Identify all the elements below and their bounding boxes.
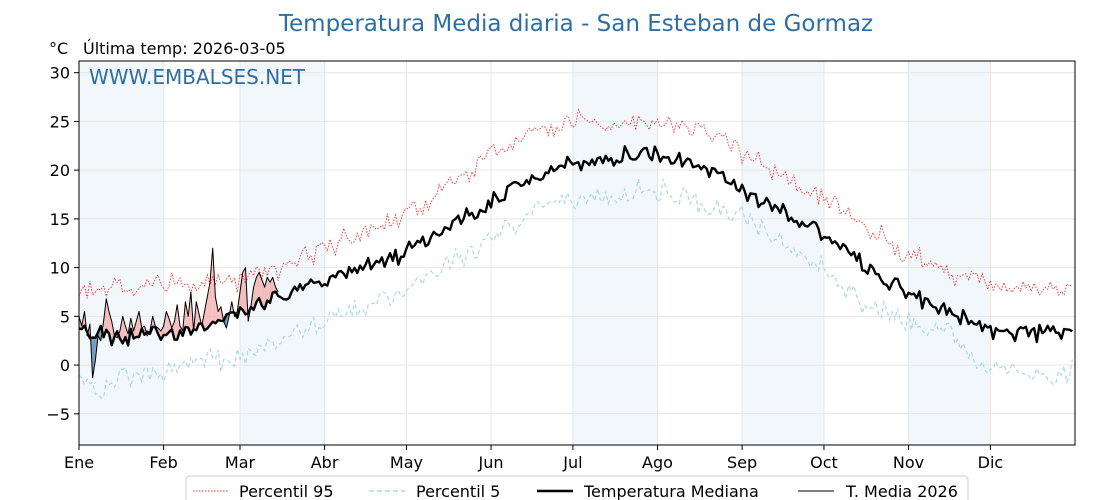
x-tick-label: Dic	[978, 453, 1004, 472]
plot-frame	[78, 60, 1076, 446]
fill-above-median	[218, 306, 221, 321]
x-tick-label: Sep	[727, 453, 757, 472]
y-tick-label: −5	[46, 405, 70, 424]
series-line-t-media-2026	[78, 247, 279, 379]
x-tick-label: Oct	[810, 453, 838, 472]
fill-above-median	[242, 267, 246, 315]
fill-above-median	[119, 316, 123, 344]
series-line-percentil-5	[78, 178, 1073, 399]
y-tick-label: 15	[50, 210, 70, 229]
x-tick-label: Jul	[562, 453, 582, 472]
month-band-nov	[908, 61, 991, 445]
y-unit-label: °C	[49, 39, 68, 58]
legend-box	[185, 475, 969, 500]
x-tick-label: Mar	[225, 453, 256, 472]
fill-above-median	[209, 248, 213, 326]
month-shading	[79, 61, 991, 445]
fill-above-median	[215, 296, 219, 324]
x-tick-label: Jun	[478, 453, 504, 472]
fill-above-median	[185, 301, 189, 328]
legend-label-median: Temperatura Mediana	[583, 482, 759, 500]
fill-above-median	[204, 296, 208, 331]
fill-above-median	[239, 272, 243, 310]
fill-above-median	[267, 277, 271, 303]
y-tick-label: 25	[50, 112, 70, 131]
series-line-temperatura-mediana	[78, 145, 1073, 347]
y-tick-label: 30	[50, 64, 70, 83]
month-band-ene	[79, 61, 164, 445]
fill-above-median	[174, 304, 178, 340]
month-band-mar	[239, 61, 325, 445]
y-tick-label: 10	[50, 259, 70, 278]
fill-above-median	[133, 321, 137, 339]
last-temp-label: Última temp: 2026-03-05	[83, 39, 286, 58]
legend-label-p5: Percentil 5	[416, 482, 500, 500]
month-band-sep	[742, 61, 824, 445]
x-tick-label: May	[390, 453, 423, 472]
fill-above-median	[106, 298, 110, 334]
x-tick-label: Feb	[149, 453, 177, 472]
x-tick-label: Nov	[893, 453, 924, 472]
x-tick-label: Ago	[642, 453, 673, 472]
series-line-percentil-95	[78, 108, 1073, 299]
fill-above-median	[261, 279, 265, 310]
y-tick-label: 20	[50, 161, 70, 180]
series-lines	[78, 108, 1073, 399]
y-tick-label: 5	[60, 307, 70, 326]
month-band-jul	[572, 61, 658, 445]
fill-above-median	[256, 272, 260, 303]
fill-above-median	[136, 311, 140, 337]
fill-below-median	[92, 337, 96, 378]
watermark: WWW.EMBALSES.NET	[89, 65, 306, 89]
legend: Percentil 95 Percentil 5 Temperatura Med…	[185, 475, 969, 500]
chart-title: Temperatura Media diaria - San Esteban d…	[278, 11, 873, 37]
legend-label-2026: T. Media 2026	[845, 482, 958, 500]
x-axis: Ene Feb Mar Abr May Jun Jul Ago Sep Oct Nov Dic	[64, 445, 1003, 472]
x-tick-label: Abr	[311, 453, 339, 472]
y-tick-label: 0	[60, 356, 70, 375]
x-tick-label: Ene	[64, 453, 94, 472]
legend-label-p95: Percentil 95	[239, 482, 334, 500]
y-axis: −5 0 5 10 15 20 25 30	[46, 64, 79, 424]
